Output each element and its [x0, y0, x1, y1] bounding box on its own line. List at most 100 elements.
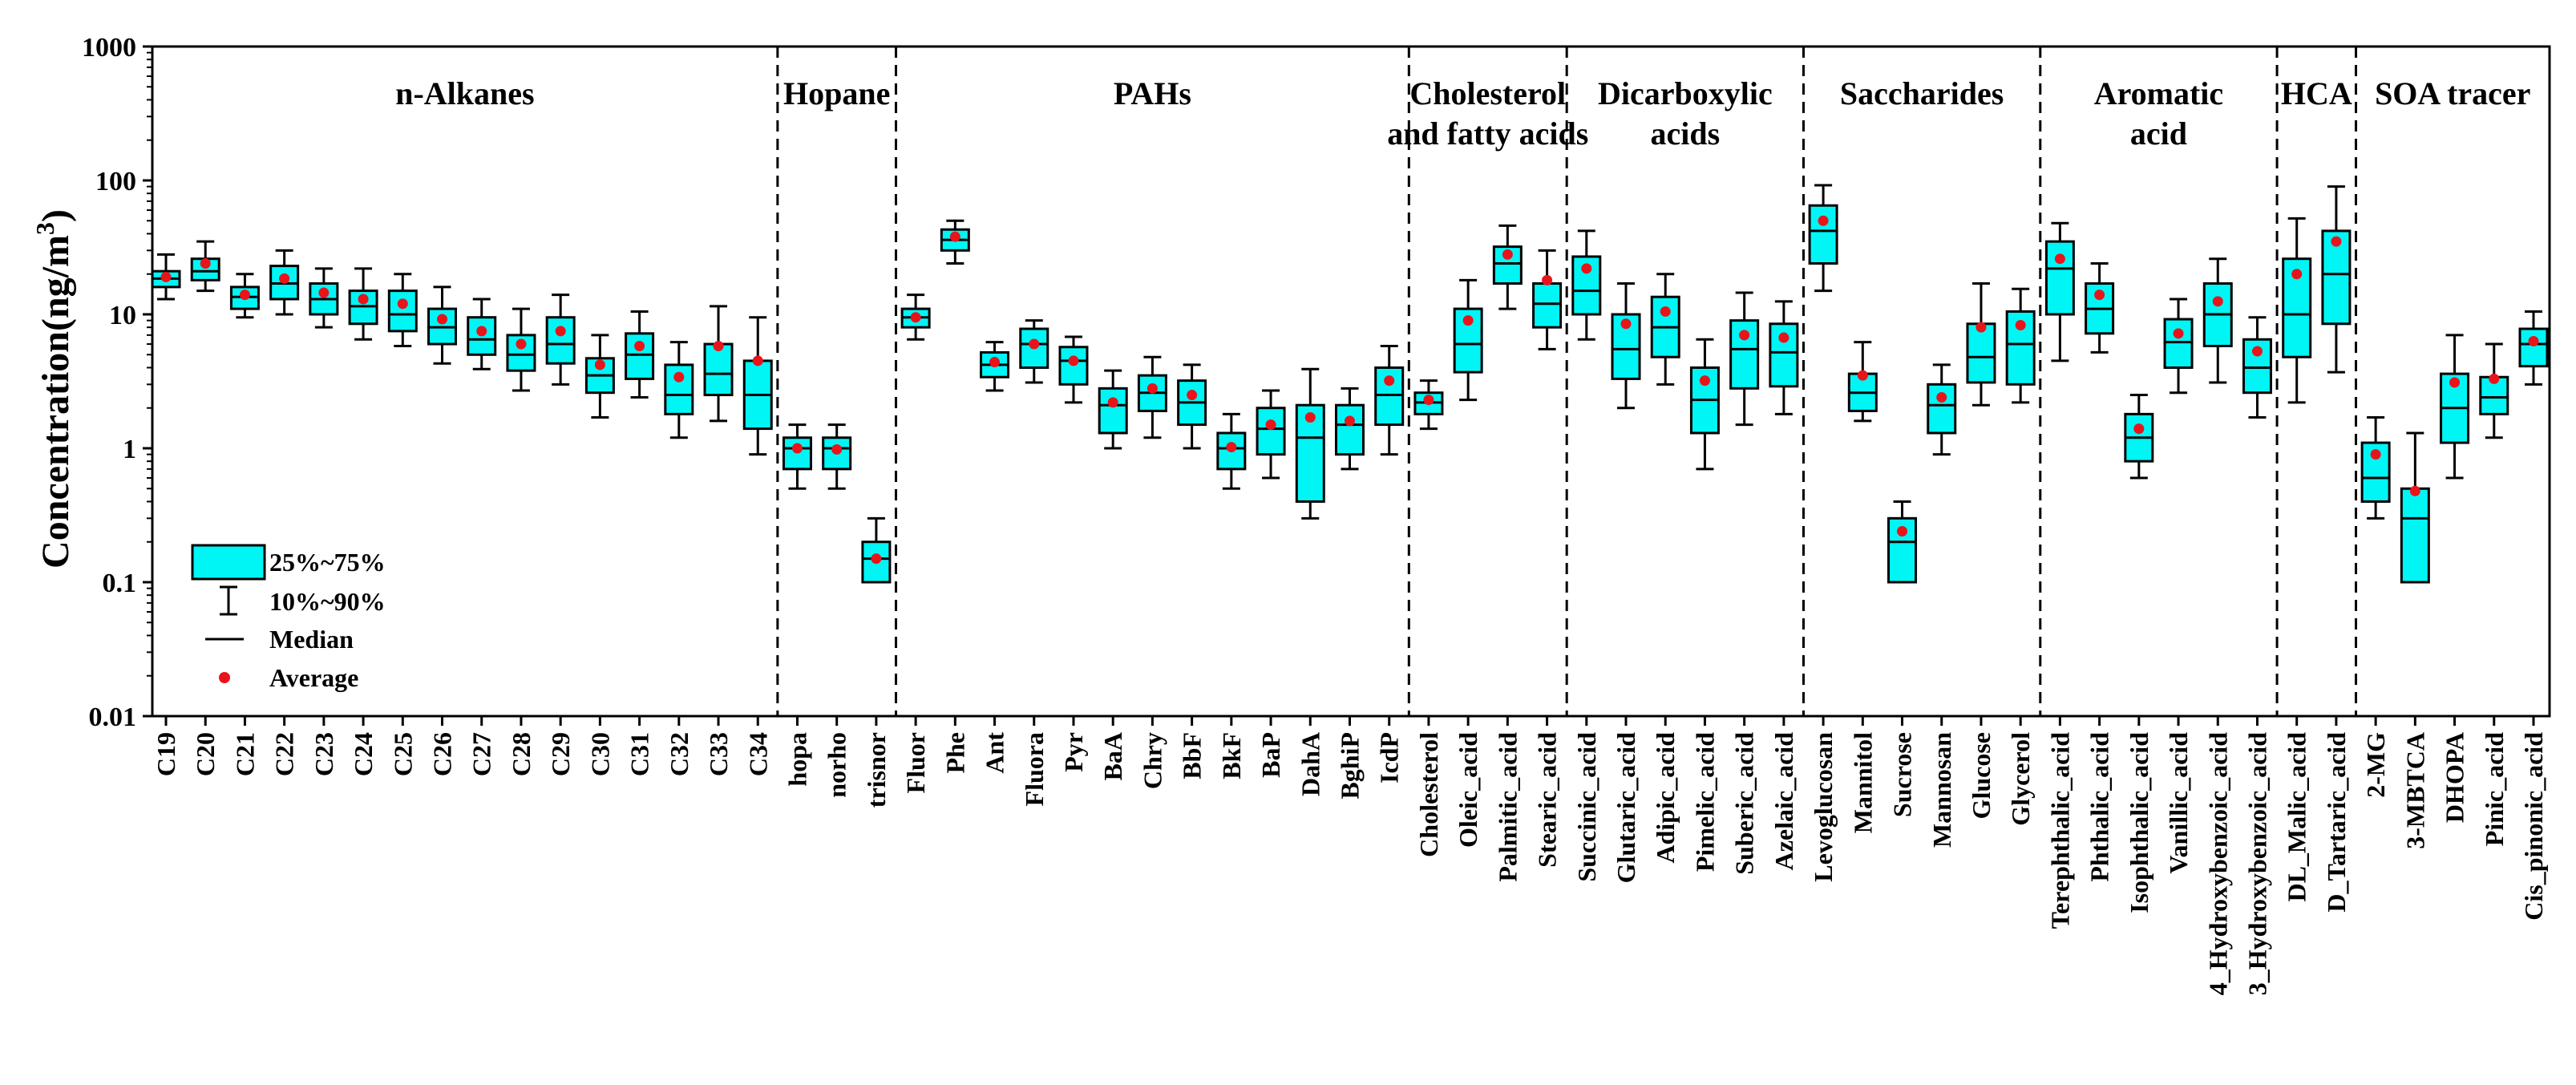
box-3-hydroxybenzoic-acid	[2242, 316, 2272, 419]
legend-box-label: 25%~75%	[269, 548, 386, 577]
box-c20	[190, 240, 220, 293]
box-d-tartaric-acid	[2321, 185, 2352, 374]
x-tick-label: C27	[467, 732, 496, 776]
y-tick-label: 1000	[82, 33, 136, 63]
mean-point	[1068, 355, 1079, 366]
x-tick-label: C31	[625, 732, 654, 776]
mean-point	[1107, 397, 1118, 408]
iqr-box	[1808, 204, 1838, 265]
box-norho	[822, 423, 852, 490]
iqr-box	[2163, 318, 2194, 369]
x-tick-label: BkF	[1217, 732, 1246, 779]
group-label: HCA	[2281, 75, 2352, 111]
x-tick-label: C32	[665, 732, 694, 776]
iqr-box	[1019, 327, 1049, 369]
x-tick-label: Oleic_acid	[1454, 732, 1482, 848]
box-c28	[506, 307, 536, 392]
x-tick-label: Ant	[981, 732, 1009, 774]
mean-point	[673, 371, 685, 383]
mean-point	[1975, 322, 1987, 333]
x-tick-label: C20	[191, 732, 220, 776]
x-tick-label: Mannitol	[1848, 732, 1877, 833]
x-tick-label: C34	[743, 732, 772, 776]
iqr-box	[2044, 240, 2075, 316]
iqr-box	[1335, 403, 1365, 456]
iqr-box	[625, 332, 655, 380]
box-c32	[664, 341, 694, 439]
x-tick-label: C25	[388, 732, 417, 776]
box-bkf	[1216, 412, 1247, 490]
group-label: Saccharides	[1840, 75, 2004, 111]
mean-point	[358, 294, 369, 305]
mean-point	[1660, 306, 1671, 317]
mean-point	[1187, 390, 1198, 401]
mean-point	[634, 341, 645, 352]
mean-point	[910, 312, 921, 323]
mean-point	[239, 289, 250, 301]
mean-point	[1226, 442, 1237, 453]
x-tick-label: Isophthalic_acid	[2125, 732, 2153, 913]
x-tick-label: BbF	[1178, 732, 1207, 779]
x-tick-label: C33	[704, 732, 733, 776]
mean-point	[555, 326, 566, 337]
box-glycerol	[2005, 287, 2036, 404]
box-c23	[309, 267, 339, 329]
mean-point	[871, 553, 882, 565]
x-tick-label: Cis_pinonic_acid	[2519, 732, 2548, 921]
iqr-box	[545, 316, 576, 365]
box-phthalic-acid	[2085, 262, 2115, 354]
x-tick-label: Suberic_acid	[1730, 732, 1759, 875]
box-layer	[151, 184, 2549, 584]
box-cis-pinonic-acid	[2518, 310, 2549, 386]
box-4-hydroxybenzoic-acid	[2202, 257, 2233, 384]
box-glucose	[1966, 282, 1996, 407]
mean-point	[2409, 485, 2420, 496]
legend-whisker-swatch	[220, 585, 237, 616]
mean-point	[2212, 296, 2223, 307]
x-tick-label: Pyr	[1059, 732, 1088, 772]
box-ant	[980, 341, 1010, 392]
box-c29	[545, 294, 576, 386]
x-tick-label: Pimelic_acid	[1690, 732, 1719, 872]
x-tick-label: Terephthalic_acid	[2045, 732, 2074, 929]
x-tick-label: C29	[546, 732, 575, 776]
mean-point	[1818, 215, 1829, 226]
x-tick-label: Glutaric_acid	[1612, 732, 1640, 884]
x-tick-label: C22	[270, 732, 299, 776]
x-tick-label: IcdP	[1375, 732, 1404, 783]
box-azelaic-acid	[1769, 300, 1799, 415]
box-sucrose	[1887, 500, 1918, 584]
mean-point	[1936, 392, 1947, 403]
mean-point	[1423, 395, 1434, 406]
mean-point	[1778, 332, 1789, 343]
x-tick-label: Levoglucosan	[1809, 732, 1838, 882]
x-tick-label: hopa	[783, 732, 811, 787]
mean-point	[2094, 289, 2105, 301]
mean-point	[1542, 274, 1553, 285]
box-palmitic-acid	[1492, 224, 1523, 310]
box-cholesterol	[1413, 379, 1444, 431]
box-stearic-acid	[1532, 249, 1563, 350]
mean-point	[1897, 526, 1908, 537]
box-oleic-acid	[1453, 278, 1483, 402]
x-tick-label: Azelaic_acid	[1769, 732, 1798, 871]
mean-point	[200, 258, 211, 269]
x-tick-label: DahA	[1296, 732, 1324, 796]
x-tick-label: Sucrose	[1888, 732, 1917, 817]
x-tick-label: C24	[349, 732, 378, 776]
x-tick-label: C19	[152, 732, 180, 776]
plot-frame	[151, 45, 2551, 718]
x-tick-label: Phthalic_acid	[2085, 732, 2114, 882]
iqr-box	[1887, 516, 1918, 584]
legend-mean-label: Average	[269, 663, 358, 692]
mean-point	[1699, 375, 1710, 387]
group-label: Cholesterol and fatty acids	[1387, 75, 1588, 152]
x-tick-label: C21	[230, 732, 259, 776]
mean-point	[397, 298, 408, 310]
group-label: SOA tracer	[2375, 75, 2530, 111]
mean-point	[989, 357, 1001, 368]
mean-point	[516, 338, 527, 350]
mean-point	[831, 443, 843, 455]
mean-point	[752, 355, 763, 366]
